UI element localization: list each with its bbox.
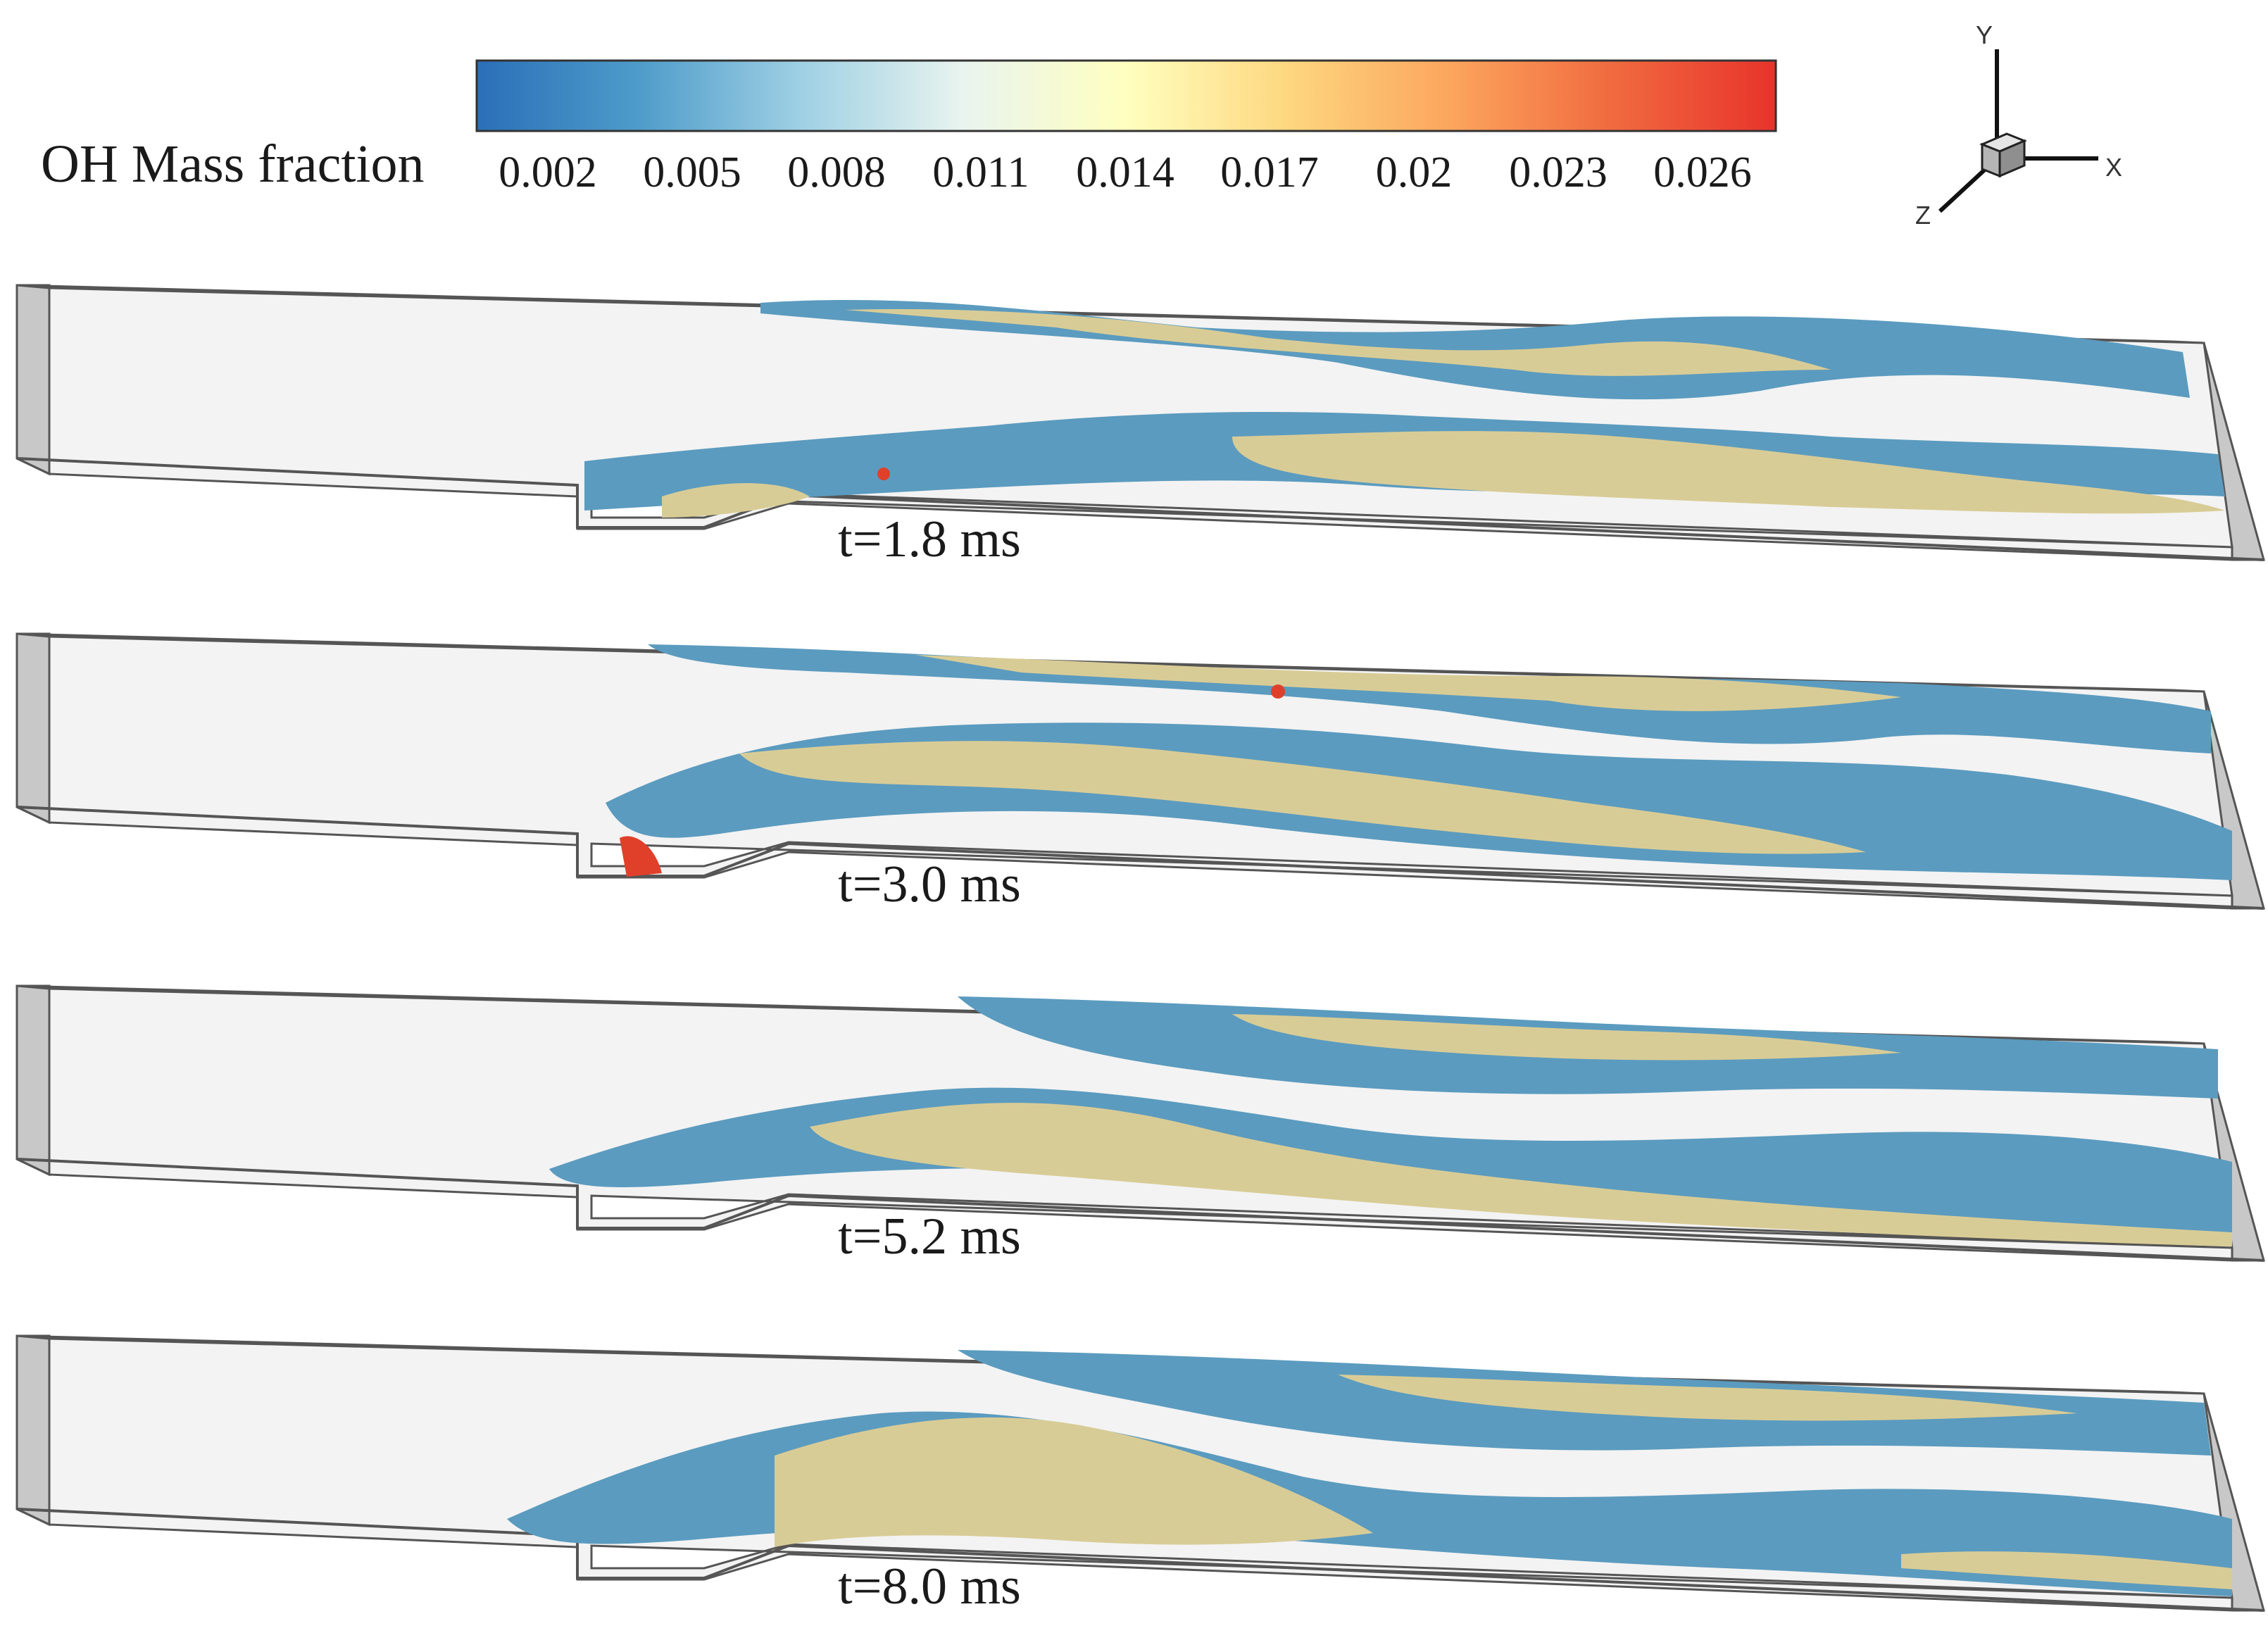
axis-cube xyxy=(1979,132,2027,178)
tick-label: 0.026 xyxy=(1653,149,1752,196)
legend-title: OH Mass fraction xyxy=(41,134,425,194)
tick-label: 0.008 xyxy=(787,149,886,196)
tick-label: 0.02 xyxy=(1376,149,1453,196)
time-label: t=3.0 ms xyxy=(838,856,1021,913)
oh-isosurfaces xyxy=(606,644,2232,880)
oh-isosurfaces xyxy=(584,299,2225,518)
tick-label: 0.023 xyxy=(1509,149,1608,196)
axis-triad: Y X Z xyxy=(1915,20,2122,230)
time-label: t=1.8 ms xyxy=(838,511,1021,568)
oh-isosurfaces xyxy=(507,1350,2232,1596)
colorbar xyxy=(475,59,1777,132)
panel-1: t=1.8 ms xyxy=(15,284,2265,568)
panel-2: t=3.0 ms xyxy=(15,632,2265,913)
axis-label-z: Z xyxy=(1915,201,1931,230)
tick-label: 0.005 xyxy=(643,149,741,196)
tick-label: 0.014 xyxy=(1076,149,1174,196)
time-label: t=5.2 ms xyxy=(838,1208,1021,1265)
tick-label: 0.011 xyxy=(932,149,1029,196)
tick-label: 0.017 xyxy=(1220,149,1319,196)
oh-isosurfaces xyxy=(549,996,2232,1246)
colorbar-ticks: 0.002 0.005 0.008 0.011 0.014 0.017 0.02… xyxy=(499,149,1752,196)
axis-label-y: Y xyxy=(1976,20,1993,49)
axis-label-x: X xyxy=(2105,153,2122,182)
panel-4: t=8.0 ms xyxy=(15,1334,2265,1615)
tick-label: 0.002 xyxy=(499,149,597,196)
time-label: t=8.0 ms xyxy=(838,1558,1021,1615)
panel-3: t=5.2 ms xyxy=(15,984,2265,1265)
